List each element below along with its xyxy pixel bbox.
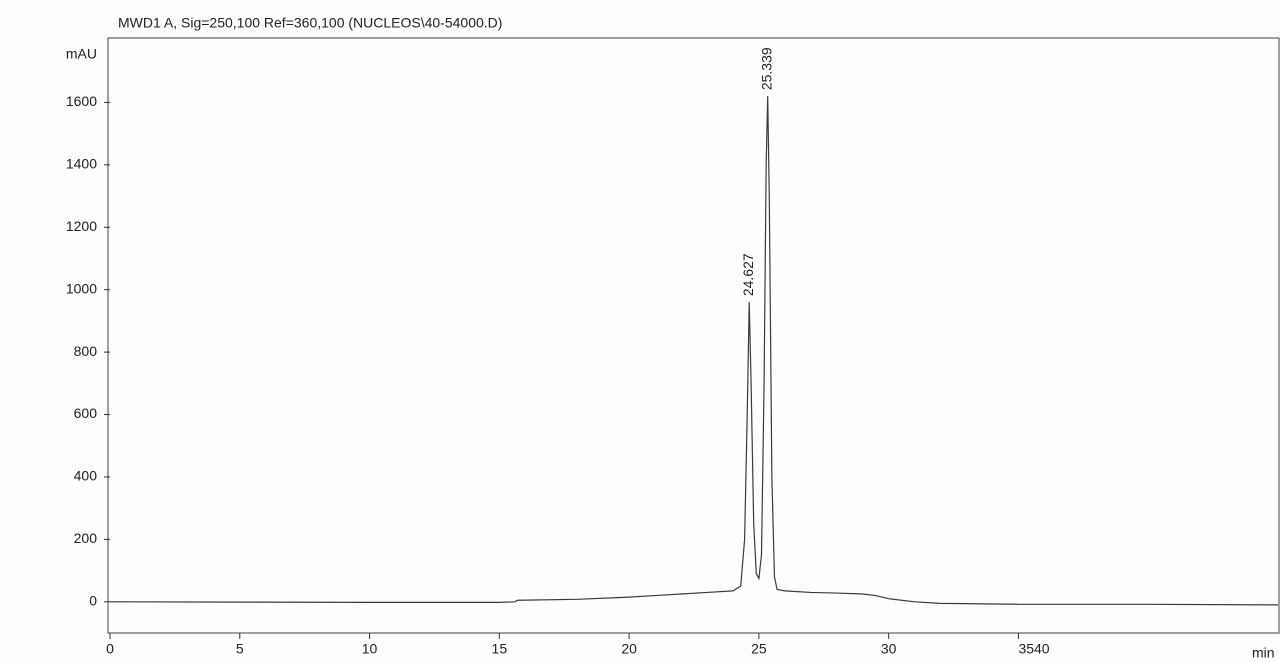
peak-label: 25.339 (758, 47, 774, 90)
x-tick-label: 5 (236, 641, 244, 657)
y-tick-label: 1200 (66, 218, 97, 234)
chromatogram-line (109, 96, 1279, 606)
y-tick-label: 0 (89, 592, 97, 608)
y-tick-label: 200 (74, 530, 98, 546)
y-tick-label: 400 (74, 468, 98, 484)
y-tick-label: 1400 (66, 156, 97, 172)
x-tick-label: 30 (881, 641, 897, 657)
x-tick-label: 15 (492, 641, 508, 657)
x-tick-label: 25 (751, 641, 767, 657)
y-axis-label: mAU (66, 46, 97, 62)
x-tick-label: 10 (362, 641, 378, 657)
x-tick-label: 20 (621, 641, 637, 657)
y-tick-label: 1000 (66, 280, 97, 296)
plot-frame (107, 37, 1280, 634)
peak-label: 24.627 (740, 253, 756, 296)
x-tick-label: 3540 (1018, 641, 1049, 657)
y-tick-label: 1600 (66, 93, 97, 109)
chart-title: MWD1 A, Sig=250,100 Ref=360,100 (NUCLEOS… (118, 15, 502, 31)
y-tick-label: 800 (74, 343, 98, 359)
y-tick-label: 600 (74, 405, 98, 421)
x-tick-label: 0 (106, 641, 114, 657)
x-axis-label: min (1252, 645, 1275, 661)
